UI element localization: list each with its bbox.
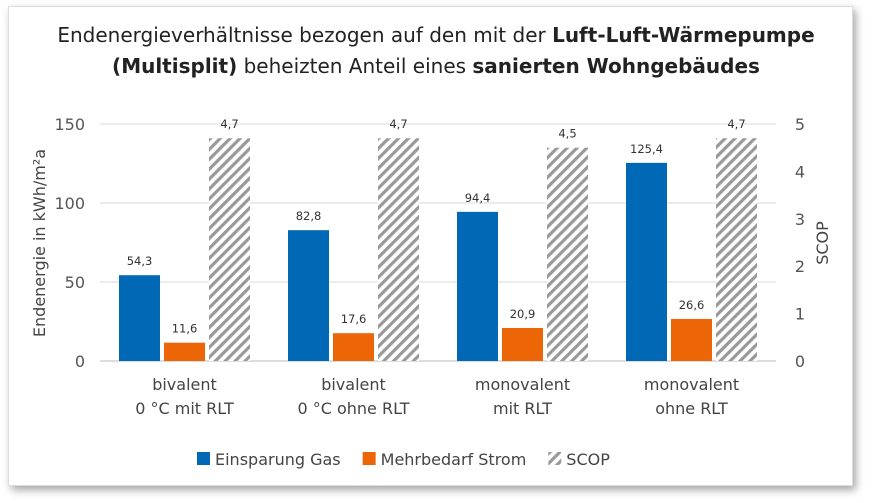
y-tick-label: 150 bbox=[54, 115, 85, 134]
data-label: 82,8 bbox=[296, 209, 322, 223]
data-label: 125,4 bbox=[630, 142, 663, 156]
bar-mehrbedarf-strom bbox=[333, 333, 374, 361]
data-label: 4,7 bbox=[727, 117, 745, 131]
bar-scop bbox=[716, 138, 757, 361]
bar-einsparung-gas bbox=[457, 211, 498, 361]
data-label: 94,4 bbox=[465, 191, 491, 205]
y-tick-label: 50 bbox=[65, 273, 85, 292]
data-label: 11,6 bbox=[172, 322, 198, 336]
bar-einsparung-gas bbox=[288, 230, 329, 361]
y2-tick-label: 2 bbox=[795, 257, 805, 276]
y2-tick-label: 5 bbox=[795, 115, 805, 134]
data-label: 54,3 bbox=[127, 254, 153, 268]
y2-tick-label: 4 bbox=[795, 162, 805, 181]
legend-swatch bbox=[548, 452, 562, 465]
title-text: Endenergieverhältnisse bezogen auf den m… bbox=[57, 23, 553, 47]
bar-scop bbox=[378, 138, 419, 361]
category-label: monovalent bbox=[475, 375, 570, 394]
y2-tick-label: 3 bbox=[795, 210, 805, 229]
data-label: 4,7 bbox=[389, 117, 407, 131]
chart-card bbox=[8, 6, 853, 486]
title-bold: sanierten Wohngebäudes bbox=[472, 54, 760, 78]
data-label: 26,6 bbox=[679, 298, 705, 312]
data-label: 4,7 bbox=[220, 117, 238, 131]
category-label: 0 °C mit RLT bbox=[135, 399, 234, 418]
category-label: ohne RLT bbox=[655, 399, 728, 418]
bar-mehrbedarf-strom bbox=[671, 318, 712, 361]
data-label: 20,9 bbox=[510, 307, 536, 321]
bar-mehrbedarf-strom bbox=[502, 327, 543, 361]
legend-label: Einsparung Gas bbox=[215, 450, 341, 469]
bar-mehrbedarf-strom bbox=[164, 342, 205, 361]
title-bold: Luft-Luft-Wärmepumpe bbox=[552, 23, 815, 47]
category-label: 0 °C ohne RLT bbox=[297, 399, 409, 418]
bar-scop bbox=[547, 147, 588, 361]
chart-title: Endenergieverhältnisse bezogen auf den m… bbox=[0, 20, 872, 82]
data-label: 4,5 bbox=[558, 127, 576, 141]
y-axis-label: Endenergie in kWh/m²a bbox=[30, 149, 49, 337]
data-label: 17,6 bbox=[341, 312, 367, 326]
category-label: bivalent bbox=[321, 375, 386, 394]
bar-scop bbox=[209, 138, 250, 361]
legend-swatch bbox=[197, 452, 210, 465]
y2-tick-label: 0 bbox=[795, 352, 805, 371]
legend-swatch bbox=[362, 452, 376, 465]
category-label: monovalent bbox=[644, 375, 739, 394]
category-label: bivalent bbox=[152, 375, 217, 394]
y-tick-label: 100 bbox=[54, 194, 85, 213]
legend-label: Mehrbedarf Strom bbox=[381, 450, 527, 469]
bar-einsparung-gas bbox=[119, 275, 160, 361]
title-text: beheizten Anteil eines bbox=[237, 54, 473, 78]
legend-label: SCOP bbox=[566, 450, 610, 469]
y2-axis-label: SCOP bbox=[813, 221, 832, 265]
y-tick-label: 0 bbox=[75, 352, 85, 371]
title-bold: (Multisplit) bbox=[112, 54, 238, 78]
category-label: mit RLT bbox=[493, 399, 552, 418]
bar-einsparung-gas bbox=[626, 162, 667, 361]
y2-tick-label: 1 bbox=[795, 305, 805, 324]
